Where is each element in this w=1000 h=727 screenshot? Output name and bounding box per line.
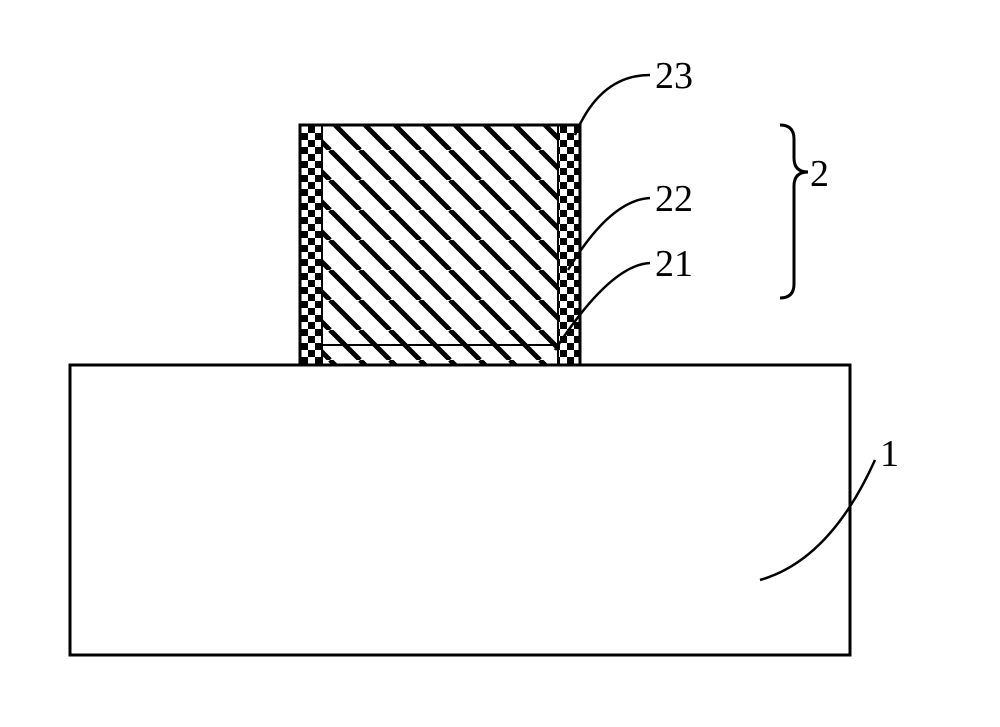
leader-l23 [575, 75, 650, 135]
brace-group-2 [780, 125, 808, 298]
substrate-region-1 [70, 365, 850, 655]
gate-electrode-22 [322, 125, 558, 345]
label-1-substrate: 1 [880, 435, 899, 473]
label-22: 22 [655, 180, 693, 218]
spacer-left-23 [300, 125, 322, 365]
label-23: 23 [655, 57, 693, 95]
label-21: 21 [655, 245, 693, 283]
label-2-group: 2 [810, 155, 829, 193]
gate-oxide-21 [322, 345, 558, 365]
